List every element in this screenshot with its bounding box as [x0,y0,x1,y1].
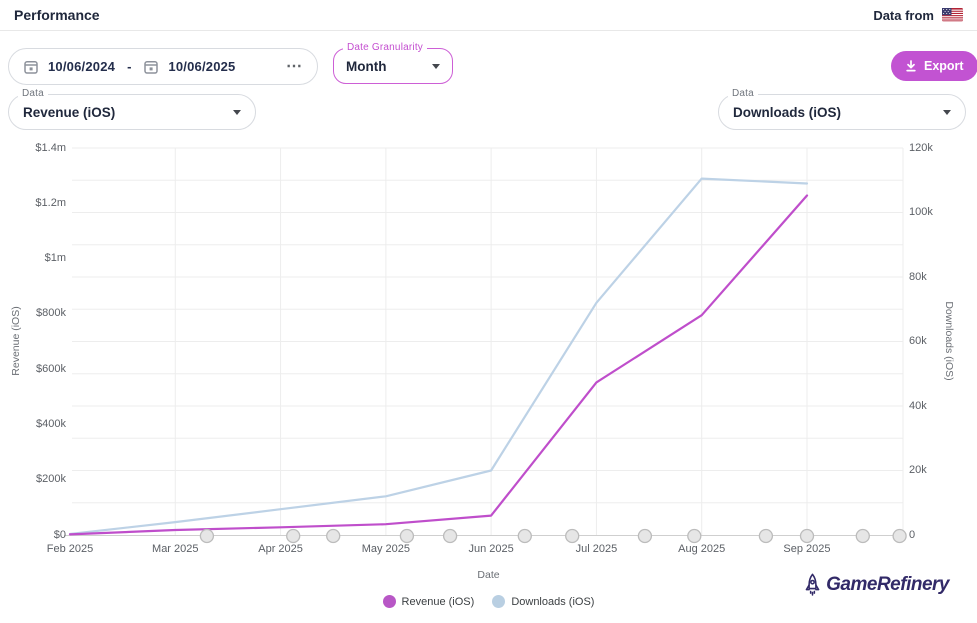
right-axis-title: Downloads (iOS) [943,301,955,381]
legend-item-revenue[interactable]: Revenue (iOS) [382,595,475,608]
right-axis-tick: 80k [909,270,927,283]
event-marker[interactable] [687,528,702,544]
downloads-line [68,177,809,536]
legend-label: Downloads (iOS) [511,595,595,608]
download-icon [906,60,916,72]
granularity-value: Month [346,58,387,74]
revenue-legend-dot [382,595,396,608]
left-axis-tick: $1.2m [35,196,66,209]
left-axis-tick: $0 [53,528,66,541]
granularity-select[interactable]: Date Granularity Month [333,42,453,84]
event-marker[interactable] [286,528,301,544]
right-axis-tick: 60k [909,335,927,347]
granularity-label: Date Granularity [343,42,428,53]
x-axis-tick: Jun 2025 [468,543,514,555]
data-select-left[interactable]: Data Revenue (iOS) [8,88,256,130]
date-separator: - [127,59,132,74]
left-axis-title: Revenue (iOS) [10,306,22,376]
x-axis-tick: Apr 2025 [258,543,303,555]
x-axis-tick: Jul 2025 [575,543,618,555]
x-axis-tick: Sep 2025 [783,543,831,555]
rocket-icon [805,573,820,596]
x-axis-tick: Feb 2025 [46,543,94,555]
chevron-down-icon [233,109,241,115]
legend-item-downloads[interactable]: Downloads (iOS) [492,595,594,608]
right-axis-tick: 120k [909,141,933,154]
data-select-left-label: Data [18,88,48,99]
data-select-left-value: Revenue (iOS) [23,104,116,120]
event-marker[interactable] [199,528,215,544]
gamerefinery-logo: GameRefinery [804,569,949,601]
event-marker[interactable] [892,528,907,544]
chart-legend: Revenue (iOS) Downloads (iOS) [0,595,977,608]
export-button[interactable]: Export [891,51,977,81]
calendar-icon [24,60,38,74]
event-marker[interactable] [442,528,458,544]
left-axis-tick: $600k [36,362,66,375]
start-date[interactable]: 10/06/2024 [48,59,116,74]
right-axis-tick: 40k [909,399,927,412]
data-from-label: Data from [873,7,934,23]
date-range-picker[interactable]: 10/06/2024 - 10/06/2025 ⋯ [8,48,318,85]
page-title: Performance [14,7,100,23]
us-flag-icon [942,8,963,22]
chevron-down-icon [943,109,951,115]
legend-label: Revenue (iOS) [401,595,475,608]
chevron-down-icon [432,63,440,69]
left-axis-tick: $200k [36,473,66,486]
right-axis-tick: 0 [909,528,916,541]
left-axis-tick: $1.4m [35,141,66,154]
brand-name: GameRefinery [826,574,949,595]
left-axis-tick: $800k [36,307,66,320]
export-label: Export [924,59,964,73]
event-marker[interactable] [326,528,341,544]
event-marker[interactable] [565,528,580,544]
data-select-right-value: Downloads (iOS) [733,104,841,120]
calendar-icon [144,60,159,74]
downloads-legend-dot [492,595,506,608]
x-axis-tick: Mar 2025 [152,543,199,555]
x-axis-tick: Aug 2025 [678,543,726,555]
revenue-line [68,194,809,536]
data-select-right[interactable]: Data Downloads (iOS) [718,88,966,130]
x-axis-tick: May 2025 [361,543,410,555]
right-axis-tick: 20k [909,464,927,476]
end-date[interactable]: 10/06/2025 [168,59,236,74]
data-select-right-label: Data [728,88,758,99]
event-marker[interactable] [855,528,870,544]
data-from: Data from [873,8,963,23]
event-marker[interactable] [758,528,774,544]
event-marker[interactable] [517,528,532,544]
event-marker[interactable] [399,528,415,544]
left-axis-tick: $1m [44,252,66,265]
left-axis-tick: $400k [36,417,66,430]
event-marker[interactable] [799,528,815,544]
right-axis-tick: 100k [909,206,933,218]
page-header: Performance Data from [0,0,977,31]
date-range-more-button[interactable]: ⋯ [286,57,303,75]
event-marker[interactable] [637,528,653,544]
